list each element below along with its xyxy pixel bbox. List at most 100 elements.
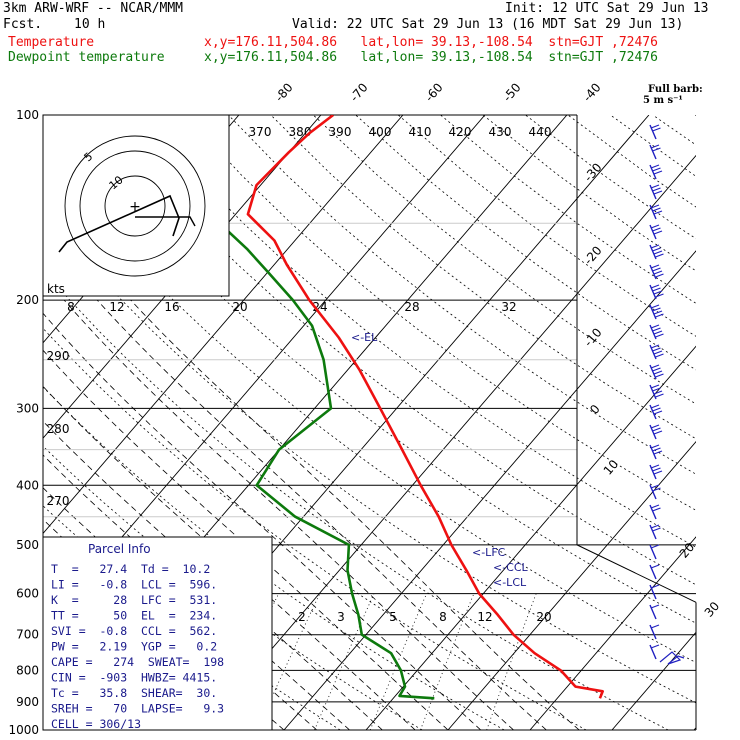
dewpoint-legend: Dewpoint temperature	[8, 50, 165, 65]
mixing-ratio-label: 20	[536, 610, 551, 624]
wind-barb-flag	[653, 270, 663, 275]
wind-barb	[649, 404, 663, 420]
wind-barb-flag	[653, 210, 663, 215]
dry-adiabat	[43, 150, 696, 664]
mixing-ratio-top-label: 28	[404, 300, 419, 314]
wind-barb-flag	[655, 293, 664, 298]
wind-barb-flag	[652, 247, 661, 252]
wind-barb-flag	[650, 284, 660, 289]
wind-barb-flag	[652, 327, 661, 332]
wind-barb-flag	[652, 167, 661, 172]
wind-barb-staff	[649, 544, 657, 560]
wind-barb-staff	[649, 304, 657, 320]
wind-barb-flag	[653, 410, 663, 415]
hodograph-center-mark: +	[129, 199, 141, 215]
wind-barb-flag	[652, 367, 661, 372]
parcel-info-row: SVI = -0.8 CCL = 562.	[51, 624, 217, 638]
mixing-ratio-label: 12	[477, 610, 492, 624]
wind-barb	[649, 544, 660, 560]
isotherm	[283, 250, 696, 730]
wind-barb-staff	[649, 564, 657, 580]
wind-barb-flag	[650, 404, 660, 409]
wind-barb	[649, 264, 664, 280]
dewpoint-location: x,y=176.11,504.86 lat,lon= 39.13,-108.54…	[204, 50, 658, 65]
theta-label: 400	[369, 125, 392, 139]
dry-adiabat	[610, 115, 696, 177]
wind-barb-flag	[653, 370, 663, 375]
theta-left-label: 280	[47, 422, 70, 436]
theta-label: 380	[289, 125, 312, 139]
hodograph-ring	[79, 150, 191, 262]
wind-barb-flag	[652, 387, 661, 392]
wind-barb-staff	[649, 644, 657, 660]
parcel-info-row: PW = 2.19 YGP = 0.2	[51, 640, 217, 654]
isotherm-label: 0	[587, 402, 603, 417]
wind-barb-flag	[652, 447, 661, 452]
theta-label: 370	[249, 125, 272, 139]
mixing-ratio-top-label: 16	[164, 300, 179, 314]
wind-barb-staff	[649, 484, 657, 500]
level-label-ccl: <-CCL	[493, 561, 529, 574]
wind-barb-flag	[650, 124, 660, 129]
level-label-lfc: <-LFC	[472, 546, 506, 559]
wind-barb-staff	[649, 464, 657, 480]
theta-label: 390	[329, 125, 352, 139]
wind-barb	[649, 584, 660, 600]
wind-barb-staff	[649, 404, 657, 420]
wind-barb-flag	[653, 390, 663, 395]
isotherm-label: -70	[347, 80, 370, 104]
dry-adiabat	[695, 115, 696, 116]
wind-barb-flag	[650, 184, 660, 189]
wind-barb	[649, 604, 660, 620]
barb-key-label: Full barb:	[648, 84, 703, 95]
wind-barb-flag	[650, 424, 660, 429]
hodograph-frame	[42, 114, 230, 297]
pressure-tick-label: 100	[16, 108, 39, 122]
wind-barb	[649, 444, 663, 460]
wind-barb-flag	[652, 487, 661, 492]
mixing-ratio-label: 3	[337, 610, 345, 624]
isotherm	[611, 631, 696, 730]
wind-barb-flag	[650, 624, 660, 629]
wind-barb	[649, 204, 663, 220]
wind-barb	[649, 364, 664, 380]
hodograph-ring	[64, 135, 206, 277]
wind-barb-flag	[650, 484, 660, 489]
valid-time: Valid: 22 UTC Sat 29 Jun 13 (16 MDT Sat …	[292, 17, 684, 32]
wind-barb-flag	[650, 444, 660, 449]
wind-barb-staff	[649, 224, 657, 240]
theta-label: 430	[489, 125, 512, 139]
wind-barb-flag	[655, 373, 664, 378]
forecast-hour-label: Fcst.	[3, 17, 43, 32]
wind-barb-staff	[649, 204, 657, 220]
wind-barb-flag	[650, 144, 660, 149]
moist-adiabat	[63, 299, 514, 730]
dry-adiabat	[525, 115, 696, 240]
theta-left-label: 270	[47, 494, 70, 508]
parcel-info-row: K = 28 LFC = 531.	[51, 593, 217, 607]
pressure-tick-label: 600	[16, 587, 39, 601]
isotherm	[693, 726, 696, 730]
wind-barb-flag	[652, 507, 661, 512]
dry-adiabat	[482, 115, 696, 272]
parcel-info-row: LI = -0.8 LCL = 596.	[51, 578, 217, 592]
temperature-location: x,y=176.11,504.86 lat,lon= 39.13,-108.54…	[204, 35, 658, 50]
wind-barb-flag	[650, 544, 660, 549]
wind-barb-staff	[649, 524, 657, 540]
wind-barb-flag	[653, 430, 663, 435]
wind-barb	[649, 484, 661, 500]
model-title: 3km ARW-WRF -- NCAR/MMM	[3, 1, 184, 16]
isotherm	[529, 536, 696, 730]
dry-adiabat	[313, 115, 696, 405]
dry-adiabat	[43, 210, 696, 704]
isotherm-label: -40	[580, 80, 603, 104]
forecast-hour-value: 10 h	[74, 17, 106, 32]
wind-barb	[649, 564, 660, 580]
parcel-info-row: T = 27.4 Td = 10.2	[51, 562, 210, 576]
hodograph-axis-label: kts	[47, 282, 65, 296]
mixing-ratio-label: 2	[298, 610, 306, 624]
wind-barb	[649, 524, 661, 540]
wind-barb-flag	[653, 330, 663, 335]
mixing-ratio-line	[369, 593, 427, 730]
level-label-el: <-EL	[351, 331, 378, 344]
